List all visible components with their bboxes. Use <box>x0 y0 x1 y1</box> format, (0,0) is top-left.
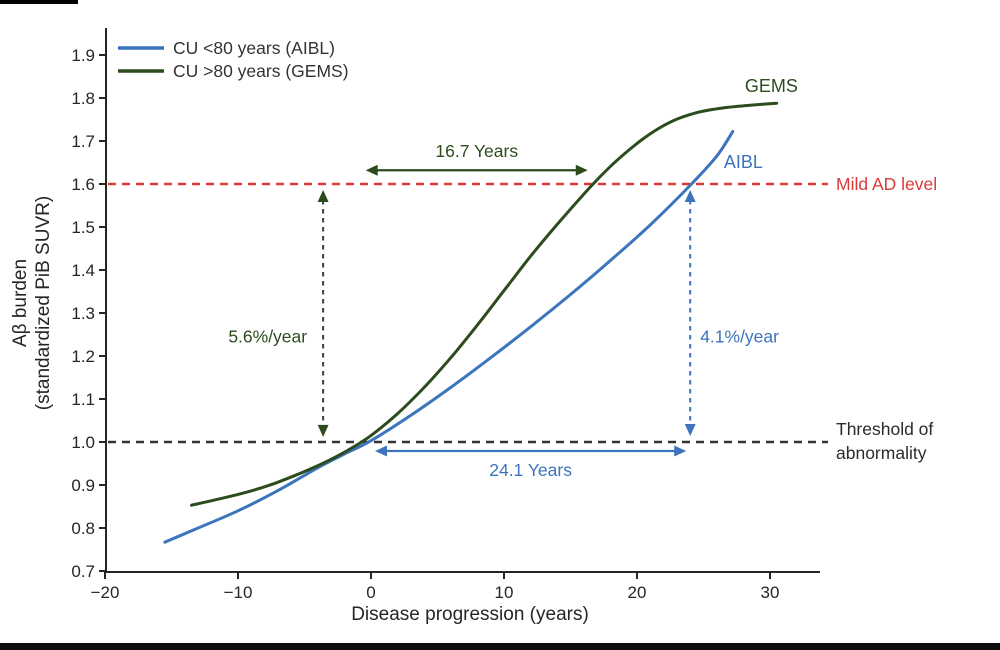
arrowhead-right-aibl-years <box>674 445 687 457</box>
annotation-text-aibl-years: 24.1 Years <box>489 460 572 480</box>
y-tick-label: 1.4 <box>71 261 95 280</box>
arrowhead-left-gems-years <box>365 164 378 176</box>
y-tick-label: 1.2 <box>71 347 95 366</box>
y-tick-label: 1.6 <box>71 175 95 194</box>
y-axis-title-line1: Aβ burden <box>10 259 31 347</box>
arrowhead-right-gems-years <box>575 164 588 176</box>
y-tick-label: 0.7 <box>71 562 95 581</box>
y-tick-label: 1.5 <box>71 218 95 237</box>
annotation-text-gems-years: 16.7 Years <box>435 141 518 161</box>
annotation-text-aibl-rate: 4.1%/year <box>700 327 779 347</box>
curve-label-aibl: AIBL <box>724 152 763 172</box>
y-tick-label: 1.7 <box>71 132 95 151</box>
y-axis-title-line2: (standardized PiB SUVR) <box>33 196 54 410</box>
x-tick-label: 10 <box>495 583 514 602</box>
x-tick-label: 20 <box>628 583 647 602</box>
curve-gems <box>189 101 779 507</box>
y-tick-label: 1.9 <box>71 46 95 65</box>
data-series: AIBL GEMS <box>163 76 798 544</box>
y-tick-label: 1.3 <box>71 304 95 323</box>
x-axis-title: Disease progression (years) <box>351 604 589 625</box>
arrowhead-bottom-aibl-rate <box>684 423 696 436</box>
y-tick-label: 0.8 <box>71 519 95 538</box>
reference-lines: Mild AD level Threshold of abnormality <box>108 174 937 463</box>
curve-label-gems: GEMS <box>745 76 798 96</box>
bottom-border-bar <box>0 643 1000 650</box>
legend: CU <80 years (AIBL) CU >80 years (GEMS) <box>118 38 349 81</box>
refline-label-threshold: Threshold of <box>836 419 933 439</box>
y-tick-label: 0.9 <box>71 476 95 495</box>
x-tick-label: 0 <box>366 583 375 602</box>
annotations: 16.7 Years 24.1 Years 5.6%/year 4.1%/year <box>228 141 779 480</box>
curve-aibl <box>163 130 735 544</box>
y-tick-label: 1.1 <box>71 390 95 409</box>
x-tick-label: −10 <box>224 583 253 602</box>
legend-label-0: CU <80 years (AIBL) <box>173 38 335 58</box>
refline-label-threshold: abnormality <box>836 443 927 463</box>
y-tick-label: 1.0 <box>71 433 95 452</box>
y-tick-label: 1.8 <box>71 89 95 108</box>
top-left-crop-bar <box>0 0 78 4</box>
arrowhead-top-gems-rate <box>317 190 329 203</box>
arrowhead-left-aibl-years <box>374 445 387 457</box>
refline-label-mild-ad: Mild AD level <box>836 174 937 194</box>
arrowhead-top-aibl-rate <box>684 190 696 203</box>
axes: −20 −10 0 10 20 30 0.7 0.8 0.9 1.0 1.1 1.2 1.3 1.4 1.5… <box>10 28 820 625</box>
x-tick-label: 30 <box>761 583 780 602</box>
x-tick-label: −20 <box>91 583 120 602</box>
arrowhead-bottom-gems-rate <box>317 424 329 437</box>
legend-label-1: CU >80 years (GEMS) <box>173 61 349 81</box>
annotation-text-gems-rate: 5.6%/year <box>228 327 307 347</box>
